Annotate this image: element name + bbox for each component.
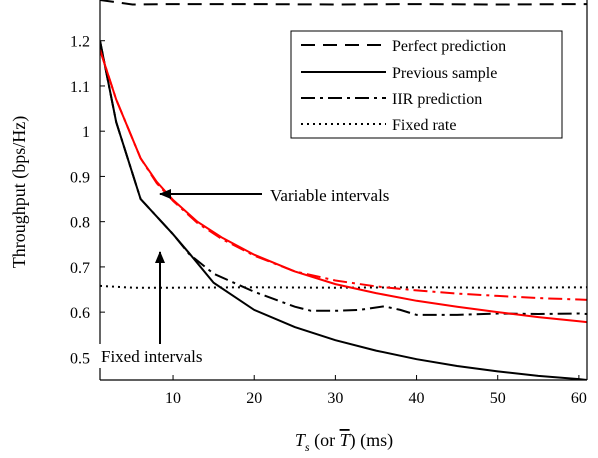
y-tick-label: 0.6 [70,305,90,322]
y-tick-label: 0.9 [70,169,90,186]
annotation-fixed-intervals: Fixed intervals [98,251,238,368]
ticks-layer: 10 20 30 40 50 60 0.5 0.6 0.7 0.8 0.9 1 1.1 1.2 [70,34,587,407]
series-dashdot-variable-intervals [100,49,587,301]
annotation-variable-intervals: Variable intervals [159,186,389,205]
x-label-sub: s [305,440,310,454]
y-tick-label: 1.1 [70,79,90,96]
series-layer [100,0,587,380]
x-label-main: T [295,430,307,450]
legend-label: Previous sample [392,65,497,82]
x-tick-label: 50 [490,390,506,407]
annotation-label: Variable intervals [270,186,389,205]
x-tick-label: 40 [409,390,425,407]
legend-box [290,30,563,139]
x-tick-label: 10 [165,390,181,407]
x-label-over: T [340,430,352,450]
series-dashed-fixed-intervals [100,0,587,6]
y-tick-label: 0.5 [70,350,90,367]
legend-label: Fixed rate [392,117,456,134]
legend-entry-fixed-rate: Fixed rate [301,117,456,134]
x-tick-label: 60 [571,390,587,407]
legend-label: Perfect prediction [392,38,506,55]
legend-entry-previous-sample: Previous sample [301,65,497,82]
series-solid-fixed-intervals [100,40,587,380]
y-tick-label: 1.2 [70,34,90,51]
y-tick-label: 0.8 [70,215,90,232]
legend: Perfect prediction Previous sample IIR p… [290,30,563,139]
y-tick-label: 0.7 [70,260,90,277]
annotation-label-bg [98,344,238,368]
x-label-tail: ) (ms) [350,430,394,451]
x-tick-label: 30 [327,390,343,407]
x-tick-label: 20 [246,390,262,407]
series-dotted-fixed-intervals [100,284,587,289]
series-dashdot-fixed-intervals [100,40,587,316]
x-label-mid: (or [310,430,340,451]
legend-label: IIR prediction [392,91,482,108]
y-tick-label: 1 [82,124,90,141]
x-axis-label: Ts (or T) (ms) [295,430,393,454]
y-axis-label: Throughput (bps/Hz) [9,116,30,268]
legend-entry-iir-prediction: IIR prediction [301,91,482,108]
legend-entry-perfect-prediction: Perfect prediction [301,38,506,55]
annotation-label: Fixed intervals [101,347,203,366]
